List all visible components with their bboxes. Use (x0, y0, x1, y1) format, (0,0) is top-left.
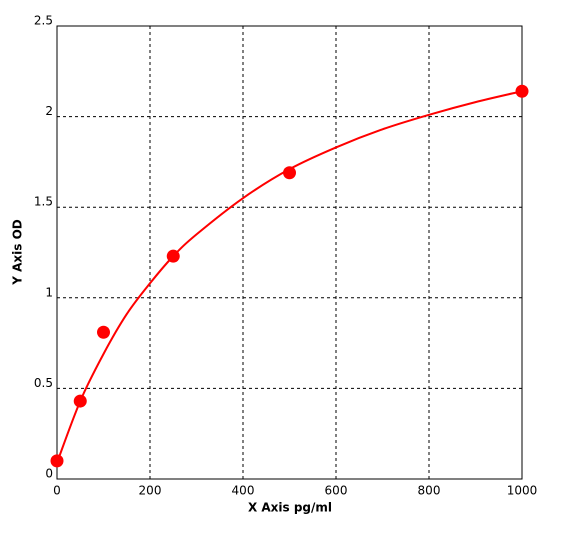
data-point (283, 166, 296, 180)
x-axis-label: X Axis pg/ml (248, 501, 332, 515)
y-tick-label: 1 (45, 285, 53, 299)
y-tick-label: 0.5 (34, 376, 53, 390)
y-tick-label: 1.5 (34, 195, 53, 209)
y-tick-label: 2 (45, 104, 53, 118)
x-tick-label: 800 (418, 484, 441, 498)
data-point (73, 394, 87, 408)
plot-frame (56, 25, 523, 480)
x-tick-label: 600 (325, 484, 348, 498)
x-tick-label: 400 (232, 484, 255, 498)
fit-curve (56, 90, 523, 464)
data-point (515, 84, 529, 98)
data-point (97, 325, 110, 339)
x-tick-label: 200 (139, 484, 162, 498)
data-point (50, 454, 64, 468)
x-tick-label: 1000 (507, 484, 538, 498)
y-axis-label: Y Axis OD (11, 219, 25, 286)
y-tick-label: 0 (45, 467, 53, 481)
y-tick-label: 2.5 (34, 14, 53, 28)
data-point (166, 249, 180, 263)
x-tick-label: 0 (53, 484, 61, 498)
